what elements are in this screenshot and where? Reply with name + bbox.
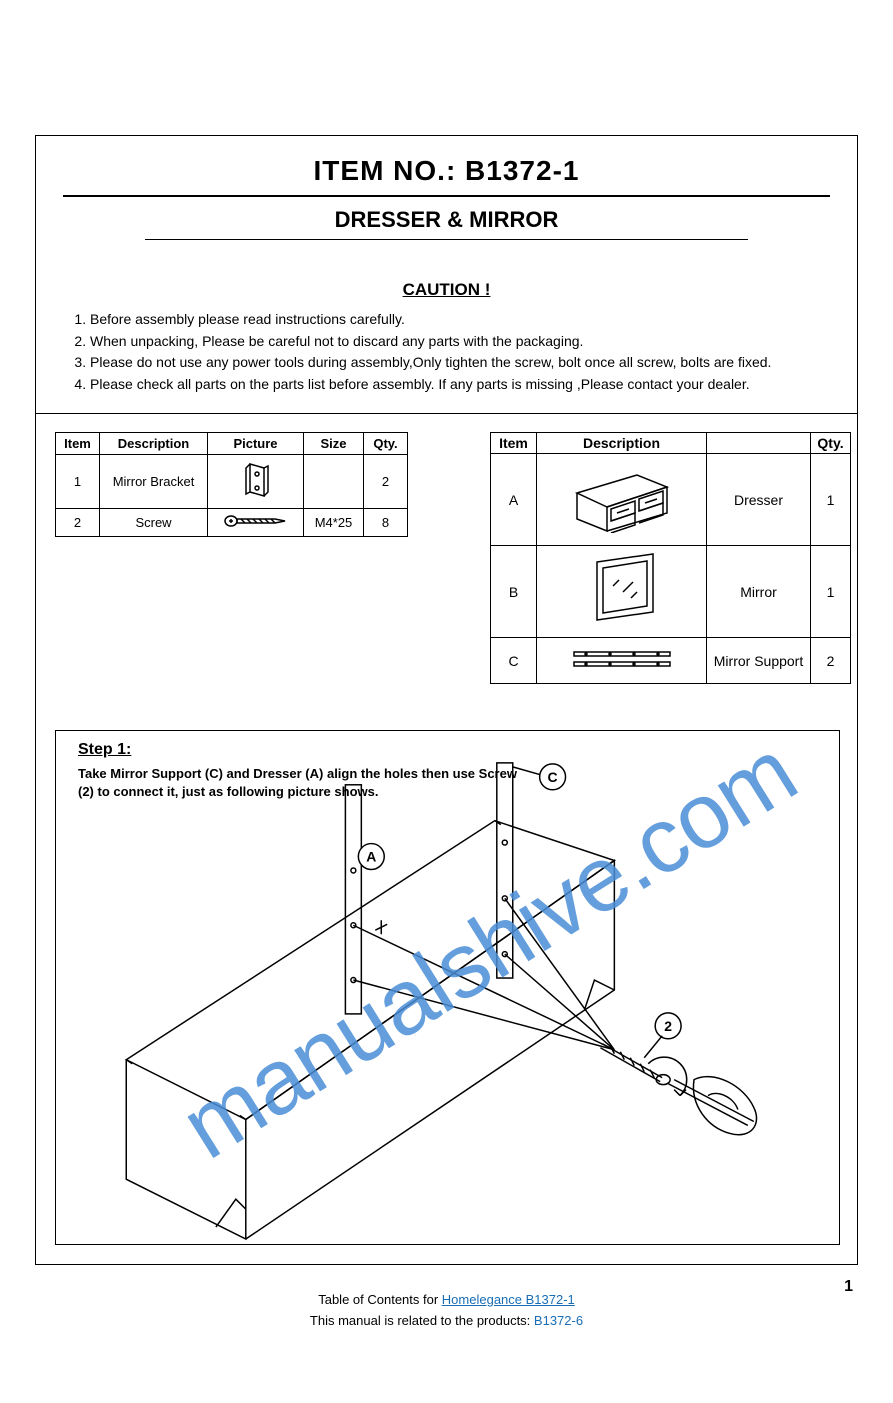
title-rule-1 xyxy=(63,195,830,197)
mirror-icon xyxy=(577,550,667,630)
table-row: C Mirror Support 2 xyxy=(491,638,851,684)
parts-table: Item Description Qty. A xyxy=(490,432,851,684)
col-picture xyxy=(707,433,811,454)
col-qty: Qty. xyxy=(364,433,408,455)
col-qty: Qty. xyxy=(811,433,851,454)
col-item: Item xyxy=(56,433,100,455)
cell-qty: 1 xyxy=(811,454,851,546)
cell-desc: Dresser xyxy=(707,454,811,546)
title-block: ITEM NO.: B1372-1 DRESSER & MIRROR xyxy=(55,155,838,240)
support-icon xyxy=(562,644,682,674)
cell-qty: 8 xyxy=(364,509,408,537)
cell-picture xyxy=(537,454,707,546)
caution-item: Please do not use any power tools during… xyxy=(90,353,823,373)
caution-list: Before assembly please read instructions… xyxy=(70,310,823,394)
cell-qty: 2 xyxy=(364,455,408,509)
cell-desc: Mirror Support xyxy=(707,638,811,684)
cell-picture xyxy=(208,455,304,509)
caution-section: CAUTION ! Before assembly please read in… xyxy=(70,280,823,396)
cell-picture xyxy=(208,509,304,537)
caution-item: Please check all parts on the parts list… xyxy=(90,375,823,395)
col-item: Item xyxy=(491,433,537,454)
assembly-diagram: C A 2 xyxy=(56,731,839,1244)
title-rule-2 xyxy=(145,239,748,240)
table-header-row: Item Description Picture Size Qty. xyxy=(56,433,408,455)
dresser-icon xyxy=(567,463,677,533)
col-desc: Description xyxy=(100,433,208,455)
cell-qty: 1 xyxy=(811,546,851,638)
item-number-title: ITEM NO.: B1372-1 xyxy=(55,155,838,195)
product-name-title: DRESSER & MIRROR xyxy=(55,207,838,239)
bracket-icon xyxy=(236,458,276,502)
col-desc: Description xyxy=(537,433,707,454)
cell-desc: Screw xyxy=(100,509,208,537)
cell-item: A xyxy=(491,454,537,546)
cell-qty: 2 xyxy=(811,638,851,684)
footer-link[interactable]: Homelegance B1372-1 xyxy=(442,1292,575,1307)
footer-prefix: Table of Contents for xyxy=(318,1292,442,1307)
table-row: 2 Screw M4*25 8 xyxy=(56,509,408,537)
footer-line-1: Table of Contents for Homelegance B1372-… xyxy=(0,1290,893,1311)
footer: Table of Contents for Homelegance B1372-… xyxy=(0,1290,893,1332)
footer-line-2: This manual is related to the products: … xyxy=(0,1311,893,1332)
caution-item: When unpacking, Please be careful not to… xyxy=(90,332,823,352)
callout-c: C xyxy=(548,769,558,785)
screw-icon xyxy=(221,512,291,530)
table-header-row: Item Description Qty. xyxy=(491,433,851,454)
callout-2: 2 xyxy=(664,1018,672,1034)
col-picture: Picture xyxy=(208,433,304,455)
cell-item: B xyxy=(491,546,537,638)
cell-picture xyxy=(537,546,707,638)
callout-a: A xyxy=(366,849,376,865)
cell-picture xyxy=(537,638,707,684)
caution-item: Before assembly please read instructions… xyxy=(90,310,823,330)
table-row: 1 Mirror Bracket 2 xyxy=(56,455,408,509)
section-divider xyxy=(35,413,858,414)
step-1-box: Step 1: Take Mirror Support (C) and Dres… xyxy=(55,730,840,1245)
cell-size: M4*25 xyxy=(304,509,364,537)
table-row: B Mirror 1 xyxy=(491,546,851,638)
footer-related-prefix: This manual is related to the products: xyxy=(310,1313,534,1328)
caution-heading: CAUTION ! xyxy=(70,280,823,300)
hardware-table: Item Description Picture Size Qty. 1 Mir… xyxy=(55,432,408,537)
footer-related-model: B1372-6 xyxy=(534,1313,583,1328)
cell-desc: Mirror Bracket xyxy=(100,455,208,509)
cell-item: 1 xyxy=(56,455,100,509)
cell-item: 2 xyxy=(56,509,100,537)
table-row: A Dresser 1 xyxy=(491,454,851,546)
cell-size xyxy=(304,455,364,509)
cell-item: C xyxy=(491,638,537,684)
assembly-instruction-page: ITEM NO.: B1372-1 DRESSER & MIRROR CAUTI… xyxy=(0,0,893,1403)
col-size: Size xyxy=(304,433,364,455)
cell-desc: Mirror xyxy=(707,546,811,638)
